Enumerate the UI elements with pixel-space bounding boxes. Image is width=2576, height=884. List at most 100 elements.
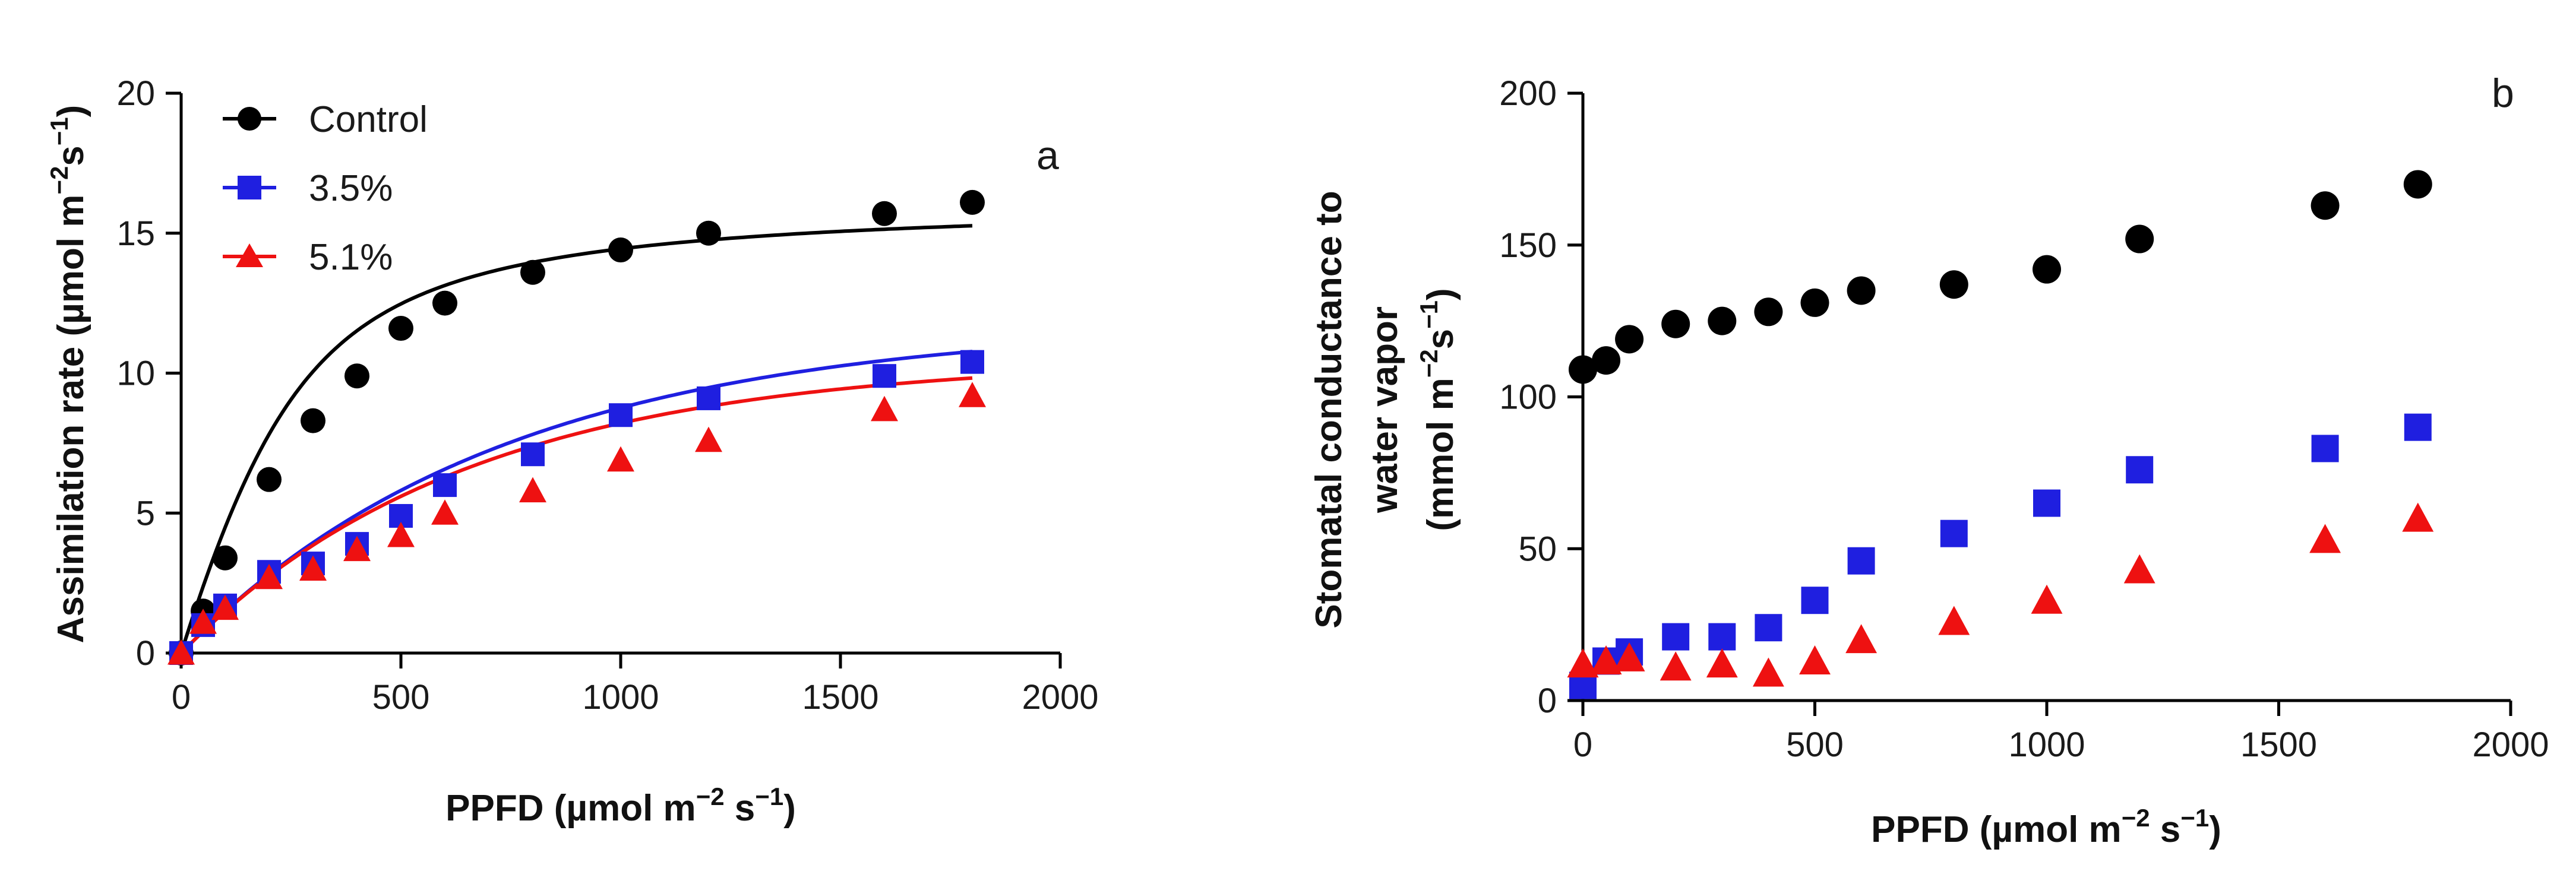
data-point-5-1	[1938, 606, 1970, 635]
data-point-5-1	[519, 477, 546, 503]
panel-b-ytick-label: 100	[1499, 378, 1557, 417]
panel-b-xtick-label: 1500	[2240, 725, 2317, 764]
panel-a-xtick-label: 0	[172, 678, 191, 717]
data-point-5-1	[1752, 657, 1784, 687]
data-point-control	[1708, 306, 1737, 335]
data-point-3-5	[873, 364, 896, 388]
data-point-control	[1800, 288, 1829, 317]
panel-a: 0 500 1000 1500 2000 0 5 10 15 20 Assimilation ra…	[45, 74, 1099, 829]
data-point-control	[1847, 276, 1876, 305]
panel-b-xtick-label: 2000	[2472, 725, 2549, 764]
data-point-control	[696, 220, 721, 246]
data-point-control	[301, 408, 325, 433]
panel-a-fit-curves	[179, 224, 973, 655]
data-point-5-1	[343, 536, 371, 562]
panel-a-legend: Control 3.5% 5.1%	[223, 99, 428, 278]
data-point-5-1	[695, 426, 722, 452]
data-point-5-1	[607, 446, 634, 472]
legend-item-3-5: 3.5%	[223, 168, 393, 209]
panel-a-ytick-label: 15	[116, 214, 155, 253]
data-point-3-5	[1940, 519, 1968, 547]
data-point-3-5	[609, 403, 633, 427]
panel-a-ytick-label: 10	[116, 354, 155, 393]
panel-a-ytick-label: 5	[136, 494, 155, 533]
data-point-control	[872, 201, 897, 226]
data-point-control	[520, 259, 545, 285]
data-point-control	[608, 237, 633, 263]
panel-b-ytick-label: 200	[1499, 74, 1557, 113]
panel-a-ylabel: Assimilation rate (µmol m−2s−1)	[45, 105, 91, 644]
panel-b-xtick-label: 0	[1573, 725, 1592, 764]
data-point-5-1	[2123, 554, 2155, 584]
panel-a-ytick-label: 20	[116, 74, 155, 113]
data-point-3-5	[2311, 435, 2339, 462]
data-point-5-1	[299, 555, 327, 581]
data-point-control	[2311, 191, 2340, 220]
data-point-5-1	[255, 563, 283, 590]
data-point-5-1	[387, 521, 415, 547]
data-point-5-1	[1613, 642, 1645, 671]
data-point-5-1	[1706, 648, 1738, 678]
panel-a-xtick-label: 2000	[1022, 678, 1098, 717]
panel-b-xlabel: PPFD (µmol m−2 s−1)	[1871, 804, 2221, 850]
data-point-control	[257, 467, 282, 492]
data-point-3-5	[1801, 587, 1829, 614]
svg-text:Control: Control	[309, 99, 428, 140]
fit-curve-5-1	[179, 376, 973, 655]
data-point-control	[213, 545, 238, 571]
panel-a-xlabel: PPFD (µmol m−2 s−1)	[445, 782, 796, 829]
data-point-5-1	[1799, 645, 1831, 674]
data-point-control	[960, 189, 985, 215]
data-point-control	[2403, 170, 2432, 199]
legend-item-5-1: 5.1%	[223, 237, 393, 278]
data-point-control	[1939, 270, 1968, 299]
data-point-3-5	[1755, 614, 1782, 642]
panel-a-xtick-label: 1500	[802, 678, 878, 717]
data-point-3-5	[2033, 489, 2060, 517]
panel-b-ytick-label: 150	[1499, 226, 1557, 265]
panel-b-points	[1567, 170, 2434, 699]
data-point-control	[1754, 297, 1783, 327]
panel-a-ticks: 0 500 1000 1500 2000 0 5 10 15 20	[116, 74, 1098, 717]
svg-text:3.5%: 3.5%	[309, 168, 393, 209]
panel-b-ytick-label: 50	[1518, 530, 1557, 568]
data-point-5-1	[1590, 645, 1622, 674]
data-point-5-1	[2309, 524, 2341, 553]
data-point-control	[432, 290, 457, 316]
panel-a-points	[167, 189, 986, 666]
panel-a-xtick-label: 1000	[582, 678, 659, 717]
panel-b-label: b	[2492, 71, 2514, 116]
data-point-5-1	[167, 639, 195, 665]
data-point-control	[388, 316, 413, 341]
data-point-5-1	[2402, 502, 2434, 532]
data-point-3-5	[2126, 456, 2154, 484]
panel-a-ytick-label: 0	[136, 634, 155, 673]
data-point-3-5	[1847, 547, 1875, 575]
panel-b: 0 500 1000 1500 2000 0 50 100 150 200 Stomatal co…	[1308, 71, 2549, 850]
data-point-3-5	[521, 442, 545, 467]
data-point-3-5	[433, 473, 457, 498]
panel-b-ticks: 0 500 1000 1500 2000 0 50 100 150 200	[1499, 74, 2549, 764]
data-point-control	[344, 363, 369, 389]
data-point-3-5	[1662, 623, 1690, 651]
data-point-control	[2033, 255, 2061, 284]
fit-curve-control	[179, 224, 973, 654]
panel-b-ylabel-line1: Stomatal conductance to	[1308, 191, 1349, 628]
data-point-5-1	[189, 609, 217, 634]
svg-text:5.1%: 5.1%	[309, 237, 393, 278]
panel-b-xtick-label: 1000	[2008, 725, 2085, 764]
data-point-3-5	[697, 386, 720, 410]
fit-curve-3-5	[179, 350, 973, 655]
data-point-control	[1661, 309, 1690, 338]
data-point-5-1	[1845, 624, 1878, 654]
panel-b-ytick-label: 0	[1538, 682, 1557, 720]
data-point-5-1	[431, 499, 459, 525]
data-point-control	[1569, 355, 1597, 384]
panel-a-xtick-label: 500	[372, 678, 430, 717]
data-point-5-1	[2031, 584, 2063, 614]
panel-a-label: a	[1036, 133, 1059, 178]
panel-b-xtick-label: 500	[1786, 725, 1844, 764]
data-point-5-1	[959, 382, 986, 407]
data-point-5-1	[1567, 648, 1599, 678]
